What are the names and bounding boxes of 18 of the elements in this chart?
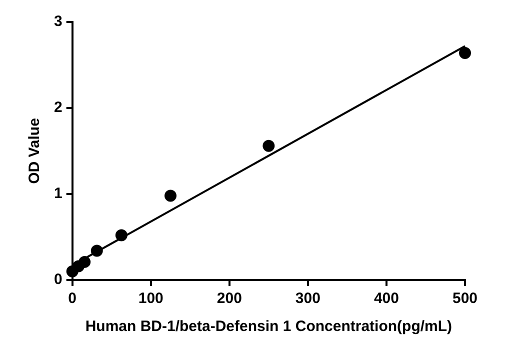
y-tick-label: 1	[54, 185, 62, 202]
point	[459, 46, 471, 59]
x-axis-title: Human BD-1/beta-Defensin 1 Concentration(pg/mL)	[85, 318, 452, 336]
x-tick-label: 200	[216, 290, 242, 308]
x-tick-label: 300	[295, 290, 320, 308]
y-tick-label: 0	[54, 271, 62, 288]
x-tick-label: 500	[452, 290, 478, 308]
y-tick-label: 3	[54, 13, 62, 30]
y-tick-label: 2	[54, 99, 62, 116]
point	[78, 256, 91, 268]
x-tick-label: 100	[138, 290, 164, 308]
point	[115, 229, 128, 242]
y-axis-title: OD Value	[26, 118, 44, 184]
point	[90, 244, 103, 257]
point	[262, 140, 275, 152]
x-tick-label: 0	[68, 290, 77, 308]
point	[164, 190, 177, 202]
x-tick-label: 400	[374, 290, 399, 308]
